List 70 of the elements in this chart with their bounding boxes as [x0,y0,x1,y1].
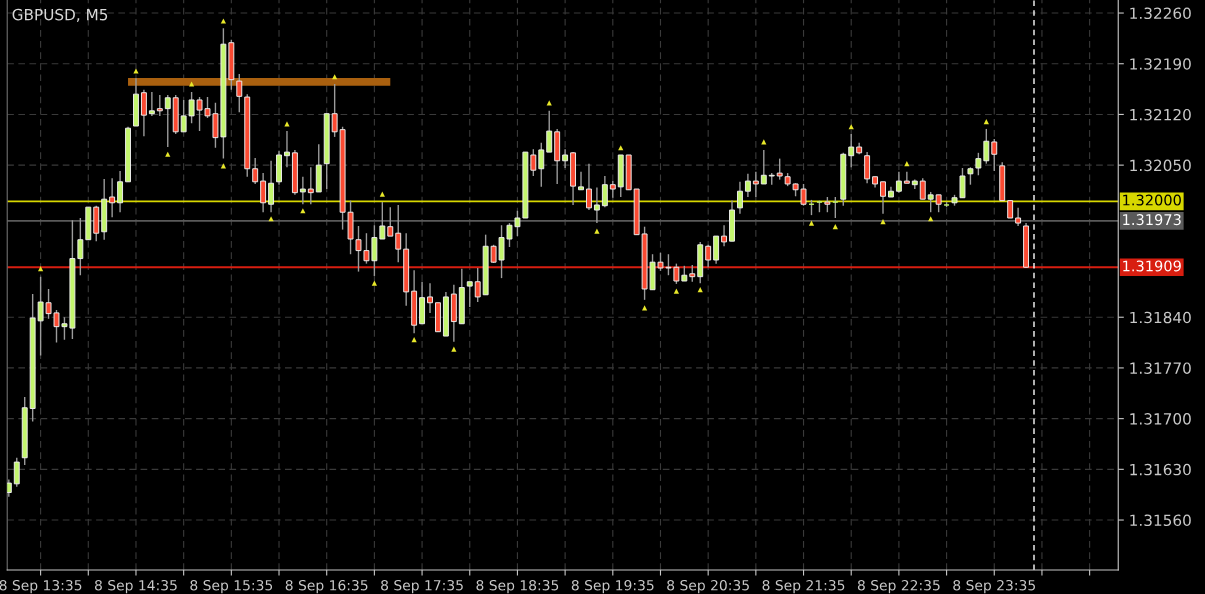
candlestick [895,170,902,194]
y-tick-label: 1.31700 [1130,413,1191,425]
candlestick [117,170,124,213]
candlestick [983,128,990,165]
x-tick-label: 8 Sep 19:35 [571,579,654,594]
candlestick [752,170,759,198]
candlestick [109,177,116,218]
candlestick [260,172,267,213]
candlestick [538,141,545,188]
y-tick-label: 1.31770 [1130,362,1191,374]
ref-line-label: 1.31973 [1123,214,1181,226]
candlestick [530,148,537,177]
candlestick [991,138,998,172]
candlestick [586,162,592,211]
candlestick [13,457,20,488]
candlestick [721,224,728,247]
candlestick [848,133,855,169]
ref-line-label: 1.32000 [1123,194,1181,206]
x-tick-label: 8 Sep 14:35 [94,579,177,594]
candlestick [744,173,751,198]
x-tick-label: 8 Sep 15:35 [190,579,273,594]
candlestick [1015,207,1022,227]
candlestick [546,110,553,153]
candlestick [268,160,275,213]
y-tick-label: 1.32050 [1130,159,1191,172]
y-tick-label: 1.32120 [1130,108,1191,121]
candlestick [832,196,839,219]
candlestick [705,244,712,268]
x-tick-label: 8 Sep 16:35 [285,579,368,594]
candlestick [737,181,743,215]
y-tick-label: 1.31840 [1130,311,1191,324]
x-tick-label: 8 Sep 20:35 [667,579,749,594]
candlestick [284,130,290,169]
y-tick-label: 1.31630 [1130,463,1191,476]
candlestick [713,235,720,265]
candlestick [299,176,306,205]
candlestick [578,170,584,191]
candlestick [236,73,243,113]
x-tick-label: 8 Sep 23:35 [953,579,1035,594]
candlestick [562,148,569,169]
candlestick [903,170,910,184]
candlestick [927,191,934,213]
candlestick [593,186,600,224]
candlestick [466,281,473,308]
candlestick [474,267,481,303]
candlestick [919,177,926,200]
candlestick [864,151,871,184]
x-tick-label: 8 Sep 17:35 [381,579,463,594]
y-tick-label: 1.32260 [1130,7,1191,20]
candlestick [601,175,608,208]
candlestick [156,94,163,117]
text: GBPUSD, M5 [12,8,108,22]
ref-line-label: 1.31909 [1123,260,1181,272]
candlestick [880,181,886,215]
candlestick [427,282,433,314]
candlestick [252,157,259,185]
x-tick-label: 8 Sep 22:35 [857,579,940,594]
y-tick-label: 1.32190 [1130,58,1191,70]
candlestick [307,166,314,205]
y-tick-label: 1.31560 [1130,514,1191,527]
x-tick-label: 8 Sep 18:35 [476,579,559,594]
candlestick [140,89,147,137]
candlestick [776,157,783,181]
candlestick [387,206,394,237]
candlestick [164,94,171,148]
candlestick [760,149,767,185]
x-tick-label: 8 Sep 21:35 [762,579,845,594]
candlestick [395,204,402,263]
candlestick [148,91,155,117]
x-tick-label: 8 Sep 13:35 [0,579,82,594]
